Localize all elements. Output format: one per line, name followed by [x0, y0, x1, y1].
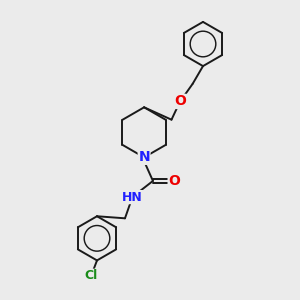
- Text: HN: HN: [122, 190, 143, 204]
- Text: O: O: [174, 94, 186, 108]
- Text: O: O: [168, 174, 180, 188]
- Text: N: N: [138, 150, 150, 164]
- Text: Cl: Cl: [85, 269, 98, 282]
